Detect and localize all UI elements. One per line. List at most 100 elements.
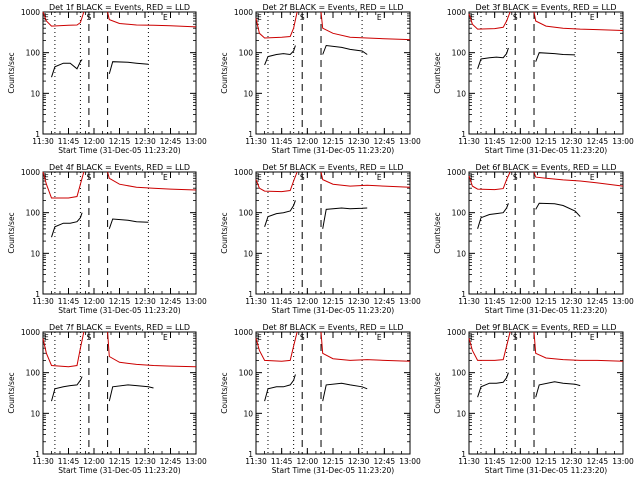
event-marker-label: E <box>44 13 49 22</box>
x-tick-label: 12:15 <box>535 297 557 306</box>
series-line-black <box>322 44 368 55</box>
x-tick-label: 12:15 <box>322 297 344 306</box>
series-line-red <box>468 331 511 361</box>
x-tick-label: 11:30 <box>458 137 480 146</box>
event-marker-label: E <box>44 333 49 342</box>
x-tick-label: 12:30 <box>348 297 370 306</box>
y-tick-label: 1 <box>35 290 40 299</box>
series-line-red <box>107 171 197 191</box>
panel-title: Det 9f BLACK = Events, RED = LLD <box>475 323 616 332</box>
panel-det-5: 1 10 100 1000 11:30 11:45 12:00 12:15 12:30 12:45… <box>220 163 421 315</box>
x-tick-label: 12:45 <box>374 297 396 306</box>
y-tick-label: 10 <box>456 409 466 418</box>
x-tick-label: 12:45 <box>587 137 609 146</box>
panel-det-6: 1 10 100 1000 11:30 11:45 12:00 12:15 12:30 12:45… <box>433 163 634 315</box>
x-tick-label: 12:45 <box>587 297 609 306</box>
x-axis-label: Start Time (31-Dec-05 11:23:20) <box>272 306 394 315</box>
y-tick-label: 10 <box>243 249 253 258</box>
y-tick-label: 1 <box>461 290 466 299</box>
x-axis-label: Start Time (31-Dec-05 11:23:20) <box>272 466 394 475</box>
x-tick-label: 12:45 <box>374 457 396 466</box>
x-tick-label: 13:00 <box>185 297 207 306</box>
panel-det-1: 1 10 100 1000 11:30 11:45 12:00 12:15 12:30 12:45… <box>7 3 207 155</box>
panel-title: Det 4f BLACK = Events, RED = LLD <box>49 163 190 172</box>
event-marker-label: S <box>300 333 305 342</box>
panel-det-2: 1 10 100 1000 11:30 11:45 12:00 12:15 12:30 12:45… <box>220 3 421 155</box>
event-marker-label: S <box>300 173 305 182</box>
event-marker-label: S <box>87 13 92 22</box>
y-tick-label: 1000 <box>234 168 253 177</box>
series-line-black <box>264 374 296 402</box>
x-tick-label: 11:30 <box>458 297 480 306</box>
y-tick-label: 100 <box>239 49 254 58</box>
x-axis-label: Start Time (31-Dec-05 11:23:20) <box>58 466 180 475</box>
event-marker-label: E <box>590 13 595 22</box>
x-tick-label: 12:30 <box>134 137 156 146</box>
panel-det-8: 1 10 100 1000 11:30 11:45 12:00 12:15 12:30 12:45… <box>220 323 421 475</box>
event-marker-label: S <box>513 173 518 182</box>
series-line-black <box>535 52 576 62</box>
series-line-black <box>108 384 154 402</box>
event-marker-label: E <box>44 173 49 182</box>
series-line-red <box>255 171 298 193</box>
plot-frame <box>468 11 624 135</box>
y-tick-label: 1000 <box>447 8 466 17</box>
panel-title: Det 8f BLACK = Events, RED = LLD <box>262 323 403 332</box>
series-line-red <box>107 11 197 28</box>
x-tick-label: 13:00 <box>399 457 421 466</box>
panel-det-3: 1 10 100 1000 11:30 11:45 12:00 12:15 12:30 12:45… <box>433 3 634 155</box>
y-axis-label: Counts/sec <box>220 212 229 253</box>
x-tick-label: 12:00 <box>83 457 105 466</box>
x-tick-label: 11:30 <box>245 297 267 306</box>
series-line-red <box>468 11 511 30</box>
event-marker-label: E <box>163 333 168 342</box>
series-line-black <box>51 376 83 402</box>
x-tick-label: 12:15 <box>535 457 557 466</box>
y-axis-label: Counts/sec <box>7 212 16 253</box>
x-tick-label: 12:30 <box>348 457 370 466</box>
x-tick-label: 11:45 <box>58 297 80 306</box>
y-tick-label: 10 <box>243 89 253 98</box>
event-marker-label: S <box>513 13 518 22</box>
x-tick-label: 12:00 <box>510 457 532 466</box>
y-tick-label: 1 <box>248 450 253 459</box>
series-line-red <box>533 331 624 362</box>
y-tick-label: 100 <box>452 49 467 58</box>
event-marker-label: E <box>257 333 262 342</box>
y-tick-label: 1000 <box>21 8 40 17</box>
x-tick-label: 12:15 <box>109 137 131 146</box>
series-line-black <box>322 207 368 229</box>
y-tick-label: 100 <box>452 209 467 218</box>
plot-frame <box>42 171 197 295</box>
x-tick-label: 11:45 <box>271 297 293 306</box>
x-tick-label: 11:30 <box>32 457 54 466</box>
series-line-black <box>535 381 581 398</box>
panel-title: Det 2f BLACK = Events, RED = LLD <box>262 3 403 12</box>
x-tick-label: 12:00 <box>297 457 319 466</box>
x-axis-label: Start Time (31-Dec-05 11:23:20) <box>58 306 180 315</box>
y-tick-label: 1000 <box>21 168 40 177</box>
x-tick-label: 12:00 <box>297 297 319 306</box>
series-line-black <box>477 47 509 69</box>
x-tick-label: 11:45 <box>271 457 293 466</box>
x-tick-label: 13:00 <box>399 297 421 306</box>
panel-title: Det 1f BLACK = Events, RED = LLD <box>49 3 190 12</box>
series-line-red <box>533 11 624 31</box>
x-tick-label: 11:45 <box>484 297 506 306</box>
x-axis-label: Start Time (31-Dec-05 11:23:20) <box>485 466 607 475</box>
y-axis-label: Counts/sec <box>433 372 442 413</box>
x-tick-label: 12:30 <box>134 297 156 306</box>
series-line-black <box>264 45 296 66</box>
x-tick-label: 13:00 <box>612 137 634 146</box>
x-tick-label: 12:00 <box>83 137 105 146</box>
panel-det-4: 1 10 100 1000 11:30 11:45 12:00 12:15 12:30 12:45… <box>7 163 207 315</box>
y-tick-label: 10 <box>30 89 40 98</box>
plot-frame <box>468 171 624 295</box>
y-axis-label: Counts/sec <box>220 52 229 93</box>
y-tick-label: 1 <box>35 130 40 139</box>
series-line-black <box>477 372 509 398</box>
x-axis-label: Start Time (31-Dec-05 11:23:20) <box>485 306 607 315</box>
x-tick-label: 13:00 <box>399 137 421 146</box>
panel-title: Det 6f BLACK = Events, RED = LLD <box>475 163 616 172</box>
